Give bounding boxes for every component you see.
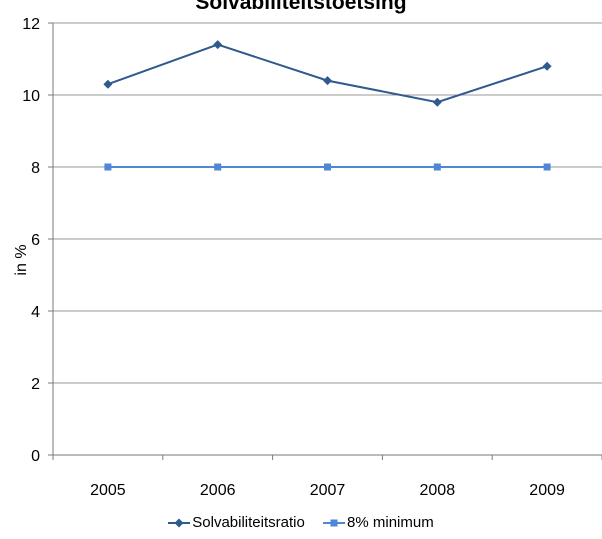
y-tick-label: 10: [22, 88, 40, 105]
axes: [48, 22, 602, 460]
legend-label-series-2: 8% minimum: [347, 514, 434, 531]
y-tick-label: 6: [31, 232, 40, 249]
y-tick-labels: 0 2 4 6 8 10 12: [22, 16, 40, 465]
square-marker-icon: [323, 519, 346, 526]
x-tick-label: 2009: [529, 482, 565, 499]
legend-label-series-1: Solvabiliteitsratio: [192, 514, 305, 531]
legend-item-series-1: Solvabiliteitsratio: [168, 514, 305, 531]
y-tick-label: 12: [22, 16, 40, 33]
x-tick-label: 2005: [90, 482, 126, 499]
data-point-diamond: [213, 40, 223, 50]
series-layer: [103, 40, 552, 171]
y-tick-label: 8: [31, 160, 40, 177]
legend-item-series-2: 8% minimum: [323, 514, 434, 531]
y-tick-label: 4: [31, 304, 40, 321]
data-point-diamond: [542, 61, 552, 71]
diamond-marker-icon: [168, 518, 191, 527]
y-tick-label: 0: [31, 448, 40, 465]
chart-title: Solvabiliteitstoetsing: [195, 0, 407, 14]
x-tick-label: 2007: [310, 482, 346, 499]
x-tick-labels: 2005 2006 2007 2008 2009: [90, 482, 565, 499]
legend: Solvabiliteitsratio 8% minimum: [0, 514, 602, 533]
data-point-square: [433, 163, 441, 171]
data-point-diamond: [323, 76, 332, 86]
data-point-square: [214, 163, 222, 171]
x-tick-label: 2006: [200, 482, 236, 499]
x-tick-label: 2008: [420, 482, 456, 499]
data-point-diamond: [103, 79, 113, 89]
data-point-diamond: [432, 97, 442, 107]
y-tick-label: 2: [31, 376, 40, 393]
data-point-square: [324, 163, 331, 171]
data-point-square: [543, 163, 551, 171]
data-point-square: [104, 163, 112, 171]
series-line-1: [107, 43, 548, 104]
